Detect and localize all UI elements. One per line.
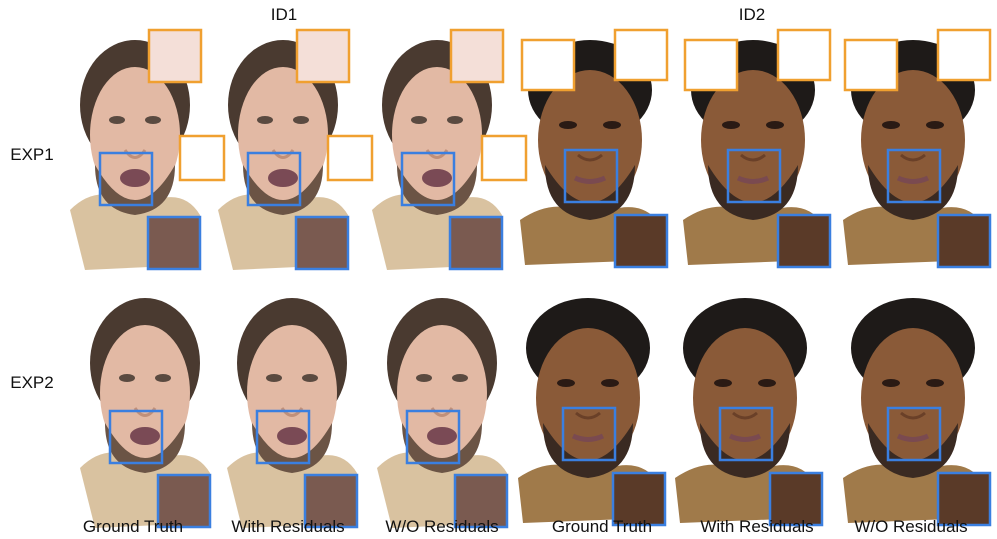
faces bbox=[68, 40, 983, 530]
column-caption: Ground Truth bbox=[83, 517, 183, 536]
column-caption: Ground Truth bbox=[552, 517, 652, 536]
row-label: EXP1 bbox=[10, 145, 53, 164]
column-caption: W/O Residuals bbox=[385, 517, 498, 536]
column-caption: With Residuals bbox=[231, 517, 344, 536]
column-caption: W/O Residuals bbox=[854, 517, 967, 536]
group-label: ID2 bbox=[739, 5, 765, 24]
row-label: EXP2 bbox=[10, 373, 53, 392]
group-label: ID1 bbox=[271, 5, 297, 24]
column-caption: With Residuals bbox=[700, 517, 813, 536]
